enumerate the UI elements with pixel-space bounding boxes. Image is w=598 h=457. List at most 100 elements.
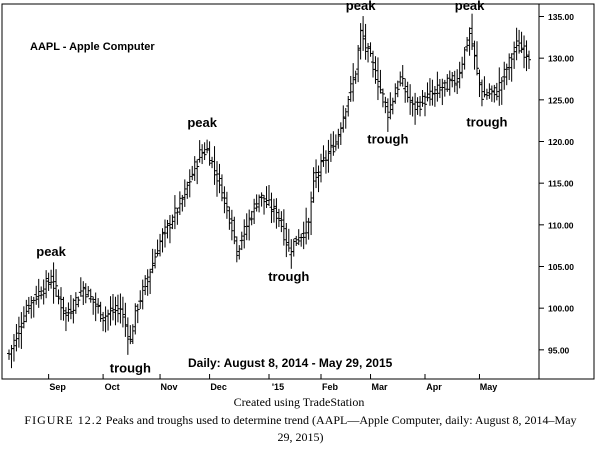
figure-label: FIGURE 12.2 [24,413,103,427]
price-bar [130,324,135,345]
date-tick-label: Apr [426,382,442,392]
price-bar [465,36,470,52]
price-bar [167,215,172,244]
date-tick-label: Oct [105,382,120,392]
price-bar [49,269,54,289]
price-bar [14,324,19,352]
price-bar [153,249,158,269]
price-bar [311,167,316,203]
price-bar [138,290,143,309]
price-bar [284,222,289,258]
price-bar [88,288,93,303]
price-bar [430,79,435,106]
price-bar [408,84,413,115]
price-bar [160,228,165,253]
price-bar [452,70,457,93]
price-bar [304,207,309,245]
price-bar [492,84,497,103]
price-bar [103,306,108,333]
price-bar [269,192,274,224]
price-bar [21,306,26,329]
price-bar [26,296,31,314]
price-bar [462,47,467,70]
price-bar [395,80,400,98]
price-bar [331,131,336,156]
price-bar [106,309,111,331]
price-bar [361,16,366,51]
price-bar [445,74,450,92]
trough-label: trough [466,115,507,130]
price-bar [180,194,185,212]
price-bar [93,292,98,322]
price-bar [262,195,267,215]
price-bar [143,275,148,296]
price-bar [323,150,328,174]
price-bar [276,208,281,228]
price-bar [96,298,101,314]
chart-subtitle: Daily: August 8, 2014 - May 29, 2015 [188,356,393,370]
price-tick-label: 95.00 [548,345,570,355]
price-bar [165,219,170,239]
price-bar [7,349,11,360]
price-bar [509,53,514,82]
price-bar [44,270,49,299]
price-tick-label: 100.00 [548,304,574,314]
price-tick-label: 135.00 [548,12,574,22]
price-bar [291,238,296,257]
price-bar [442,79,447,97]
price-bar [31,296,36,318]
price-bar [475,41,479,76]
price-bar [163,219,167,248]
date-tick-label: May [480,382,498,392]
price-bar [336,128,341,149]
price-bar [341,105,346,133]
price-bar [375,57,380,101]
price-bar [192,156,197,181]
price-bar [477,69,482,98]
price-bar [239,231,244,251]
price-bar [447,70,452,96]
price-bar [98,301,103,322]
price-bar [289,239,294,269]
plot-frame [1,3,540,380]
price-bar [264,186,269,209]
price-bar [54,269,59,297]
price-bar [61,296,66,321]
price-bar [418,96,423,117]
price-bar [378,69,383,94]
price-bar [197,140,202,163]
price-bar [319,153,323,183]
price-bar [71,298,76,324]
price-bar [435,71,440,102]
date-tick-label: '15 [272,382,284,392]
price-bar [81,281,86,305]
price-bar [286,228,291,252]
price-bar [499,77,504,105]
price-bar [427,78,432,106]
price-bar [234,236,239,263]
price-bar [63,307,68,332]
price-bar [113,296,118,326]
price-bar [91,296,96,315]
price-bar [338,122,343,145]
peak-label: peak [455,0,485,13]
price-bar [182,179,187,207]
price-bar [41,279,46,305]
price-bar [200,144,205,165]
price-chart: 95.00 100.00 105.00 110.00 115.00 120.00 125.0… [1,0,595,392]
price-bar [76,296,81,308]
price-bar [36,278,41,308]
price-bar [222,186,227,214]
price-bar [252,198,257,224]
price-bar [497,67,502,106]
price-bar [24,299,29,323]
price-bar [187,169,192,198]
price-bar [249,210,254,226]
price-tick-label: 110.00 [548,220,574,230]
price-bar [489,85,494,102]
price-bar [296,229,301,246]
price-bar [259,192,264,207]
price-bar [133,303,138,335]
price-bar [353,70,358,84]
price-bar [487,83,492,99]
